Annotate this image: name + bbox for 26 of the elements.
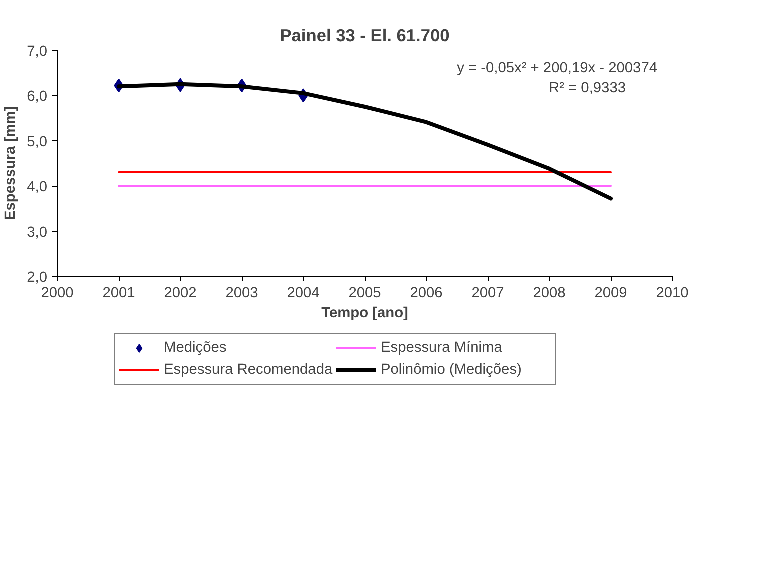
x-tick-label: 2007 [472, 286, 504, 302]
legend-label: Espessura Recomendada [164, 362, 334, 378]
x-tick-label: 2009 [594, 286, 628, 302]
x-tick-label: 2001 [102, 286, 136, 302]
x-axis-title: Tempo [ano] [322, 306, 409, 322]
x-tick-label: 2010 [656, 286, 689, 302]
x-tick-label: 2000 [41, 286, 74, 302]
y-tick-label: 5,0 [27, 134, 48, 150]
annotation: y = -0,05x² + 200,19x - 200374 [457, 60, 658, 76]
x-tick-label: 2006 [410, 286, 443, 302]
y-tick-label: 6,0 [27, 89, 48, 106]
legend-label: Espessura Mínima [380, 340, 504, 356]
x-tick-label: 2005 [348, 286, 382, 302]
legend-label: Polinômio (Medições) [380, 362, 523, 378]
annotation: R² = 0,9333 [549, 80, 626, 96]
chart-title: Painel 33 - El. 61.700 [280, 26, 450, 46]
y-axis-title: Espessura [mm] [3, 106, 20, 221]
y-tick-label: 3,0 [27, 224, 48, 241]
y-tick-label: 4,0 [27, 180, 48, 196]
y-tick-label: 2,0 [27, 270, 48, 286]
x-tick-label: 2003 [226, 286, 258, 302]
x-tick-label: 2008 [533, 286, 566, 302]
x-tick-label: 2002 [164, 286, 197, 302]
legend-label: Medições [164, 340, 228, 356]
y-tick-label: 7,0 [27, 44, 48, 60]
x-tick-label: 2004 [287, 286, 320, 302]
